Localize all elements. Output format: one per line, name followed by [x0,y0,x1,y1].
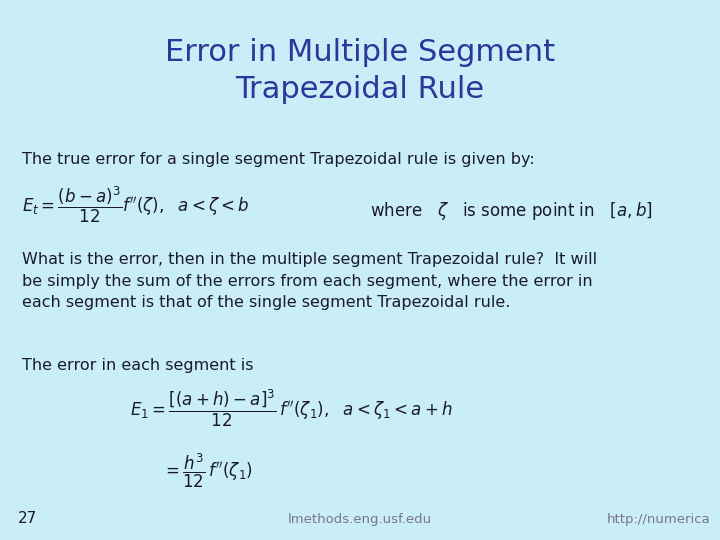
Text: http://numerica: http://numerica [606,513,710,526]
Text: $E_t = \dfrac{(b-a)^3}{12} f^{\prime\prime}(\zeta),\ \ a < \zeta < b$: $E_t = \dfrac{(b-a)^3}{12} f^{\prime\pri… [22,185,250,225]
Text: Error in Multiple Segment
Trapezoidal Rule: Error in Multiple Segment Trapezoidal Ru… [165,38,555,104]
Text: $= \dfrac{h^3}{12}\, f^{\prime\prime}(\zeta_1)$: $= \dfrac{h^3}{12}\, f^{\prime\prime}(\z… [162,452,253,490]
Text: The true error for a single segment Trapezoidal rule is given by:: The true error for a single segment Trap… [22,152,535,167]
Text: $E_1 = \dfrac{\left[(a+h)-a\right]^3}{12}\, f^{\prime\prime}(\zeta_1),\ \ a < \z: $E_1 = \dfrac{\left[(a+h)-a\right]^3}{12… [130,388,453,429]
Text: lmethods.eng.usf.edu: lmethods.eng.usf.edu [288,513,432,526]
Text: What is the error, then in the multiple segment Trapezoidal rule?  It will
be si: What is the error, then in the multiple … [22,252,597,310]
Text: where   $\zeta$   is some point in   $[a,b]$: where $\zeta$ is some point in $[a,b]$ [370,200,653,222]
Text: 27: 27 [18,511,37,526]
Text: The error in each segment is: The error in each segment is [22,358,253,373]
